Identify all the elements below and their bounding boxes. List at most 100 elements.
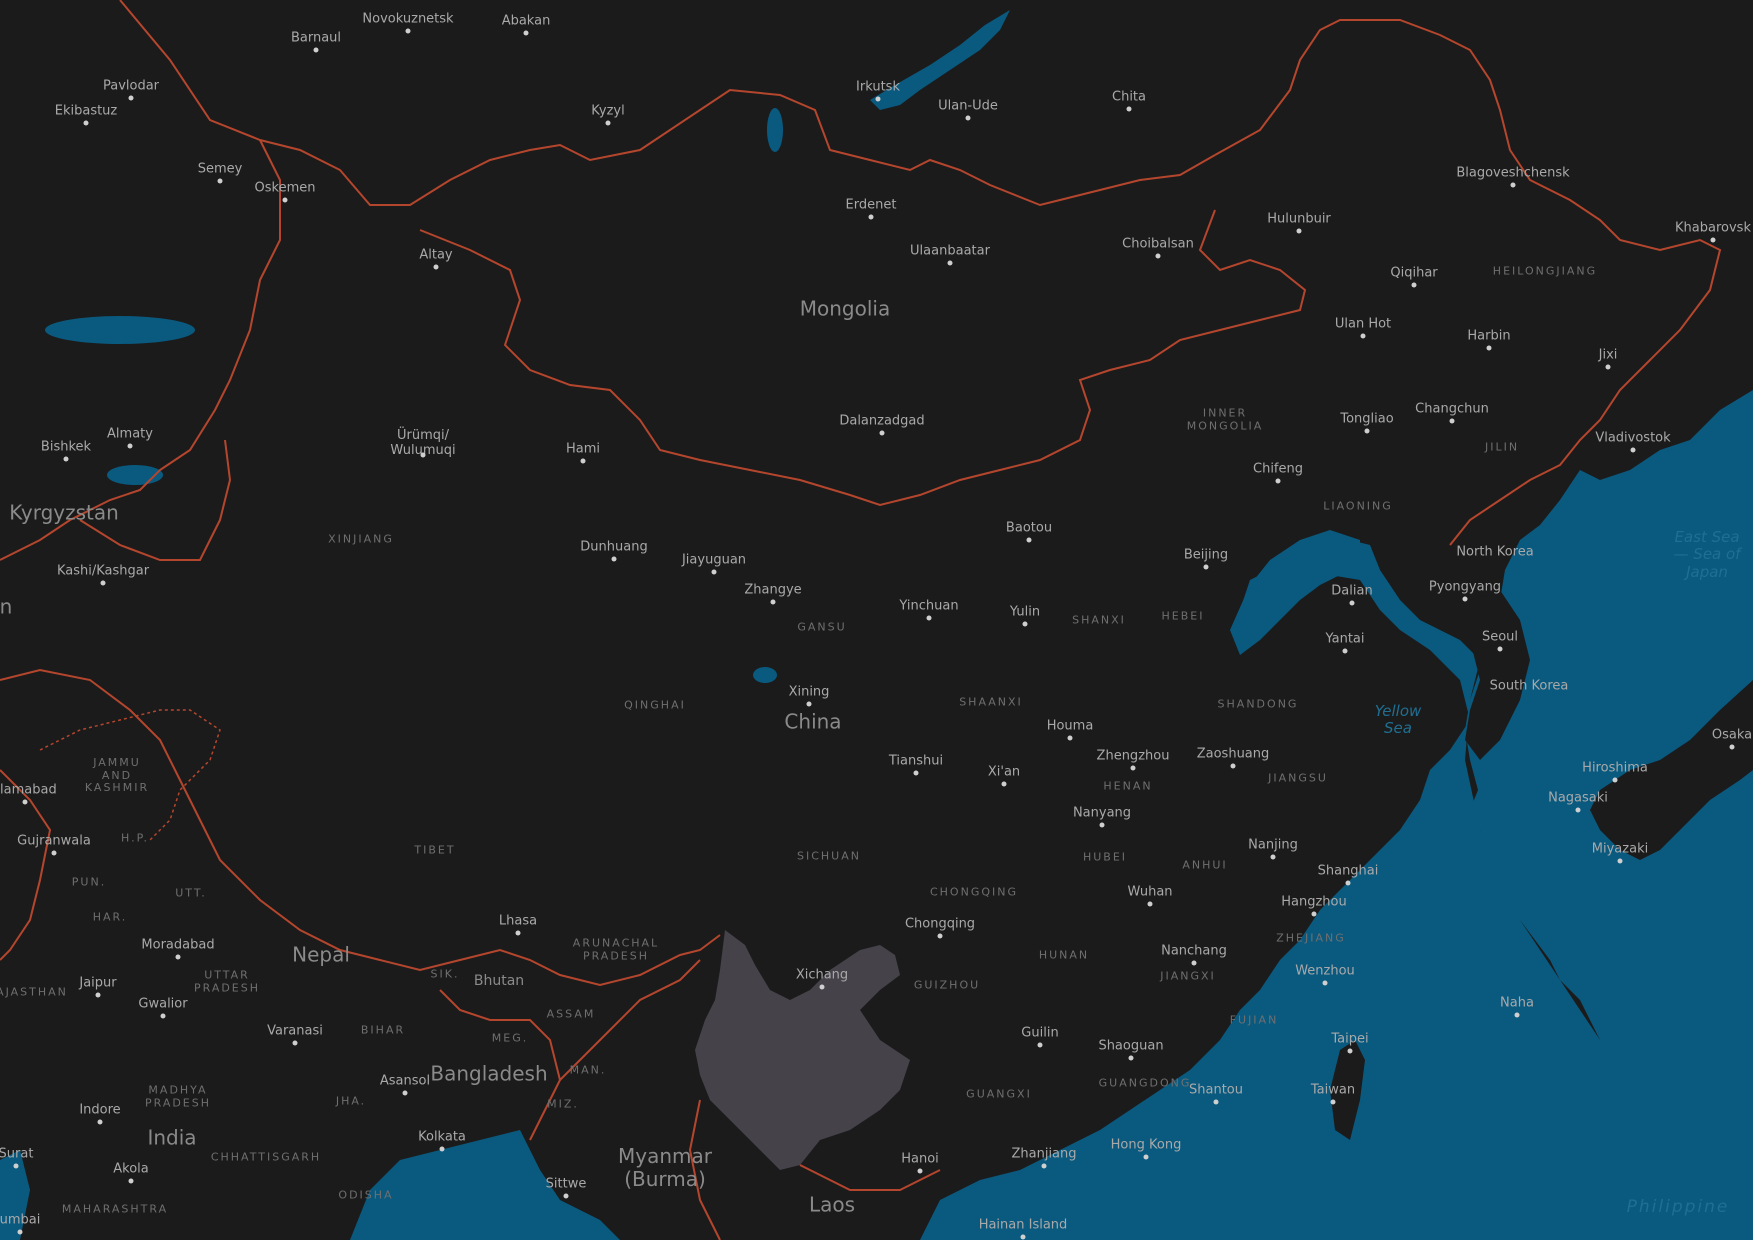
country-label[interactable]: India (147, 1125, 197, 1150)
city-label[interactable]: Zhanjiang (1011, 1146, 1077, 1162)
city-label[interactable]: Blagoveshchensk (1456, 165, 1570, 181)
city-label[interactable]: Hanoi (901, 1151, 939, 1167)
city-label[interactable]: Gwalior (138, 996, 188, 1012)
city-label[interactable]: Taiwan (1310, 1082, 1356, 1098)
city-label[interactable]: Yinchuan (899, 598, 959, 614)
city-label[interactable]: Semey (197, 161, 243, 177)
city-label[interactable]: Qiqihar (1390, 265, 1438, 281)
city-label[interactable]: Vladivostok (1595, 430, 1671, 446)
city-label[interactable]: Zhangye (744, 582, 802, 598)
city-label[interactable]: Barnaul (290, 30, 342, 46)
city-label[interactable]: Tianshui (888, 753, 944, 769)
city-label[interactable]: Pyongyang (1428, 579, 1502, 595)
country-label[interactable]: North Korea (1456, 544, 1534, 560)
city-label[interactable]: Wuhan (1127, 884, 1173, 900)
city-label[interactable]: Beijing (1183, 547, 1229, 563)
country-label[interactable]: Laos (808, 1192, 856, 1217)
city-label[interactable]: Yantai (1325, 631, 1365, 647)
city-label[interactable]: Asansol (379, 1073, 431, 1089)
city-label[interactable]: Dalanzadgad (839, 413, 925, 429)
city-label[interactable]: Novokuznetsk (362, 11, 454, 27)
city-label[interactable]: Altay (419, 247, 453, 263)
city-label[interactable]: Ekibastuz (54, 103, 118, 119)
city-label[interactable]: Baotou (1005, 520, 1053, 536)
city-label[interactable]: Miyazaki (1591, 841, 1649, 857)
city-label[interactable]: Nanyang (1072, 805, 1132, 821)
city-label[interactable]: Osaka (1711, 727, 1753, 743)
city-label[interactable]: Jaipur (79, 975, 117, 991)
city-label[interactable]: Zaoshuang (1196, 746, 1270, 762)
city-label[interactable]: Lhasa (498, 913, 538, 929)
city-label[interactable]: umbai (0, 1212, 41, 1228)
country-label[interactable]: Myanmar (Burma) (618, 1144, 712, 1191)
city-label[interactable]: Houma (1046, 718, 1094, 734)
city-label[interactable]: Nanjing (1248, 837, 1298, 853)
city-label[interactable]: Xining (788, 684, 830, 700)
city-label[interactable]: Kashi/Kashgar (56, 563, 150, 579)
city-label[interactable]: Almaty (107, 426, 153, 442)
city-label[interactable]: Abakan (501, 13, 551, 29)
city-label[interactable]: Indore (79, 1102, 121, 1118)
country-label[interactable]: South Korea (1489, 678, 1569, 694)
city-label[interactable]: Chita (1112, 89, 1146, 105)
city-label[interactable]: Bishkek (40, 439, 92, 455)
city-label[interactable]: Ulan Hot (1334, 316, 1392, 332)
city-label[interactable]: Khabarovsk (1675, 220, 1751, 236)
city-label[interactable]: Hami (565, 441, 601, 457)
country-label[interactable]: Bhutan (473, 972, 525, 989)
city-label[interactable]: Xi'an (987, 764, 1021, 780)
country-label[interactable]: Mongolia (799, 296, 891, 321)
city-label[interactable]: Moradabad (141, 937, 215, 953)
city-label[interactable]: Gujranwala (17, 833, 91, 849)
city-label[interactable]: Guilin (1021, 1025, 1059, 1041)
city-label[interactable]: Kyzyl (591, 103, 625, 119)
city-dot (1275, 478, 1281, 484)
city-label[interactable]: Choibalsan (1122, 236, 1194, 252)
city-label[interactable]: Shantou (1189, 1082, 1243, 1098)
city-label[interactable]: Naha (1500, 995, 1534, 1011)
city-label[interactable]: Hainan Island (978, 1217, 1068, 1233)
city-label[interactable]: Oskemen (254, 180, 316, 196)
country-label[interactable]: Nepal (292, 942, 350, 967)
city-label[interactable]: Changchun (1415, 401, 1489, 417)
city-label[interactable]: Ulan-Ude (938, 98, 998, 114)
city-label[interactable]: Shaoguan (1098, 1038, 1164, 1054)
city-label[interactable]: Sittwe (545, 1176, 587, 1192)
city-label[interactable]: Akola (113, 1161, 149, 1177)
city-label[interactable]: Yulin (1009, 604, 1041, 620)
region-label: MEG. (491, 1031, 529, 1045)
city-label[interactable]: Dalian (1331, 583, 1373, 599)
city-label[interactable]: Erdenet (845, 197, 897, 213)
city-label[interactable]: Nagasaki (1548, 790, 1608, 806)
city-label[interactable]: Harbin (1467, 328, 1511, 344)
city-label[interactable]: Hiroshima (1582, 760, 1648, 776)
city-label[interactable]: Taipei (1331, 1031, 1369, 1047)
country-label[interactable]: China (784, 709, 842, 734)
city-label[interactable]: Surat (0, 1146, 34, 1162)
city-label[interactable]: Ulaanbaatar (910, 243, 990, 259)
city-label[interactable]: Seoul (1481, 629, 1519, 645)
city-label[interactable]: Hulunbuir (1267, 211, 1331, 227)
city-label[interactable]: slamabad (0, 782, 57, 798)
city-label[interactable]: Kolkata (418, 1129, 466, 1145)
city-label[interactable]: Nanchang (1161, 943, 1227, 959)
city-label[interactable]: Shanghai (1317, 863, 1379, 879)
country-label[interactable]: Kyrgyzstan (9, 500, 119, 525)
city-label[interactable]: Tongliao (1340, 411, 1394, 427)
city-label[interactable]: Chifeng (1253, 461, 1303, 477)
city-label[interactable]: Irkutsk (856, 79, 900, 95)
city-label[interactable]: Wenzhou (1295, 963, 1355, 979)
city-label[interactable]: Pavlodar (102, 78, 160, 94)
city-label[interactable]: Chongqing (904, 916, 976, 932)
city-label[interactable]: Jiayuguan (681, 552, 747, 568)
country-label[interactable]: Bangladesh (430, 1061, 548, 1086)
city-label[interactable]: Hong Kong (1110, 1137, 1182, 1153)
city-label[interactable]: Jixi (1598, 347, 1618, 363)
city-label[interactable]: Zhengzhou (1096, 748, 1170, 764)
city-label[interactable]: Hangzhou (1281, 894, 1347, 910)
city-label[interactable]: Xichang (795, 967, 849, 983)
city-label[interactable]: Ürümqi/ Wulumuqi (390, 428, 456, 458)
city-label[interactable]: Dunhuang (580, 539, 648, 555)
city-label[interactable]: Varanasi (267, 1023, 323, 1039)
